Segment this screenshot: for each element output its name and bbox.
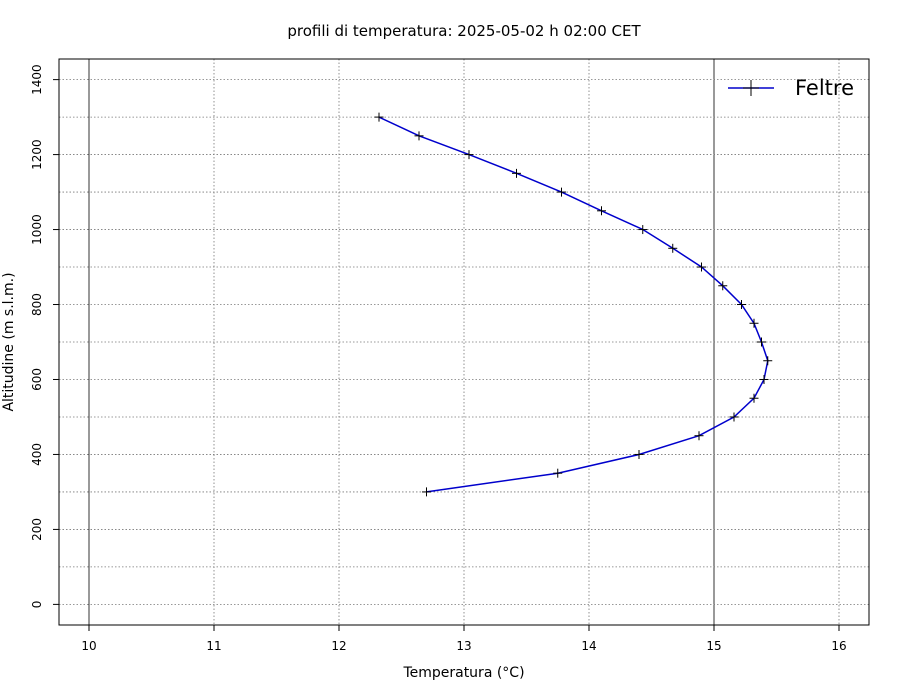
x-axis-ticks: 10 11 12 13 14 15 16 [81, 625, 847, 653]
x-tick-label: 14 [581, 639, 596, 653]
data-point [757, 337, 766, 347]
data-point [749, 318, 759, 328]
y-tick-label: 600 [30, 368, 44, 391]
y-axis-ticks: 0 200 400 600 800 1000 1200 1400 [30, 64, 59, 608]
y-tick-label: 1400 [30, 64, 44, 95]
data-point [553, 468, 563, 478]
data-point [737, 300, 746, 310]
legend: Feltre [728, 76, 854, 100]
y-tick-label: 0 [30, 601, 44, 609]
series-layer [374, 112, 773, 497]
grid-lines [59, 59, 869, 625]
data-point [668, 243, 678, 253]
data-point [697, 262, 706, 272]
y-tick-label: 800 [30, 293, 44, 316]
data-point [464, 150, 474, 160]
y-tick-label: 200 [30, 518, 44, 541]
x-tick-label: 10 [81, 639, 96, 653]
data-point [718, 281, 728, 291]
x-tick-label: 11 [206, 639, 221, 653]
chart-title: profili di temperatura: 2025-05-02 h 02:… [287, 22, 641, 40]
x-tick-label: 16 [831, 639, 846, 653]
data-point [729, 412, 739, 422]
x-tick-label: 13 [456, 639, 471, 653]
y-tick-label: 1200 [30, 139, 44, 170]
data-point [597, 206, 606, 216]
data-point [414, 131, 424, 141]
data-point [422, 487, 431, 497]
data-point [512, 168, 521, 178]
data-point [763, 356, 773, 366]
data-point [374, 112, 384, 122]
data-point [557, 187, 566, 197]
legend-label-feltre: Feltre [795, 76, 854, 100]
y-tick-label: 400 [30, 443, 44, 466]
x-axis-title: Temperatura (°C) [402, 665, 524, 681]
data-point [634, 449, 644, 459]
y-axis-title: Altitudine (m s.l.m.) [1, 272, 17, 411]
data-point [694, 431, 704, 441]
x-tick-label: 12 [331, 639, 346, 653]
x-tick-label: 15 [706, 639, 721, 653]
y-tick-label: 1000 [30, 214, 44, 245]
data-point [759, 374, 769, 384]
data-point [638, 225, 648, 235]
data-point [749, 393, 759, 403]
